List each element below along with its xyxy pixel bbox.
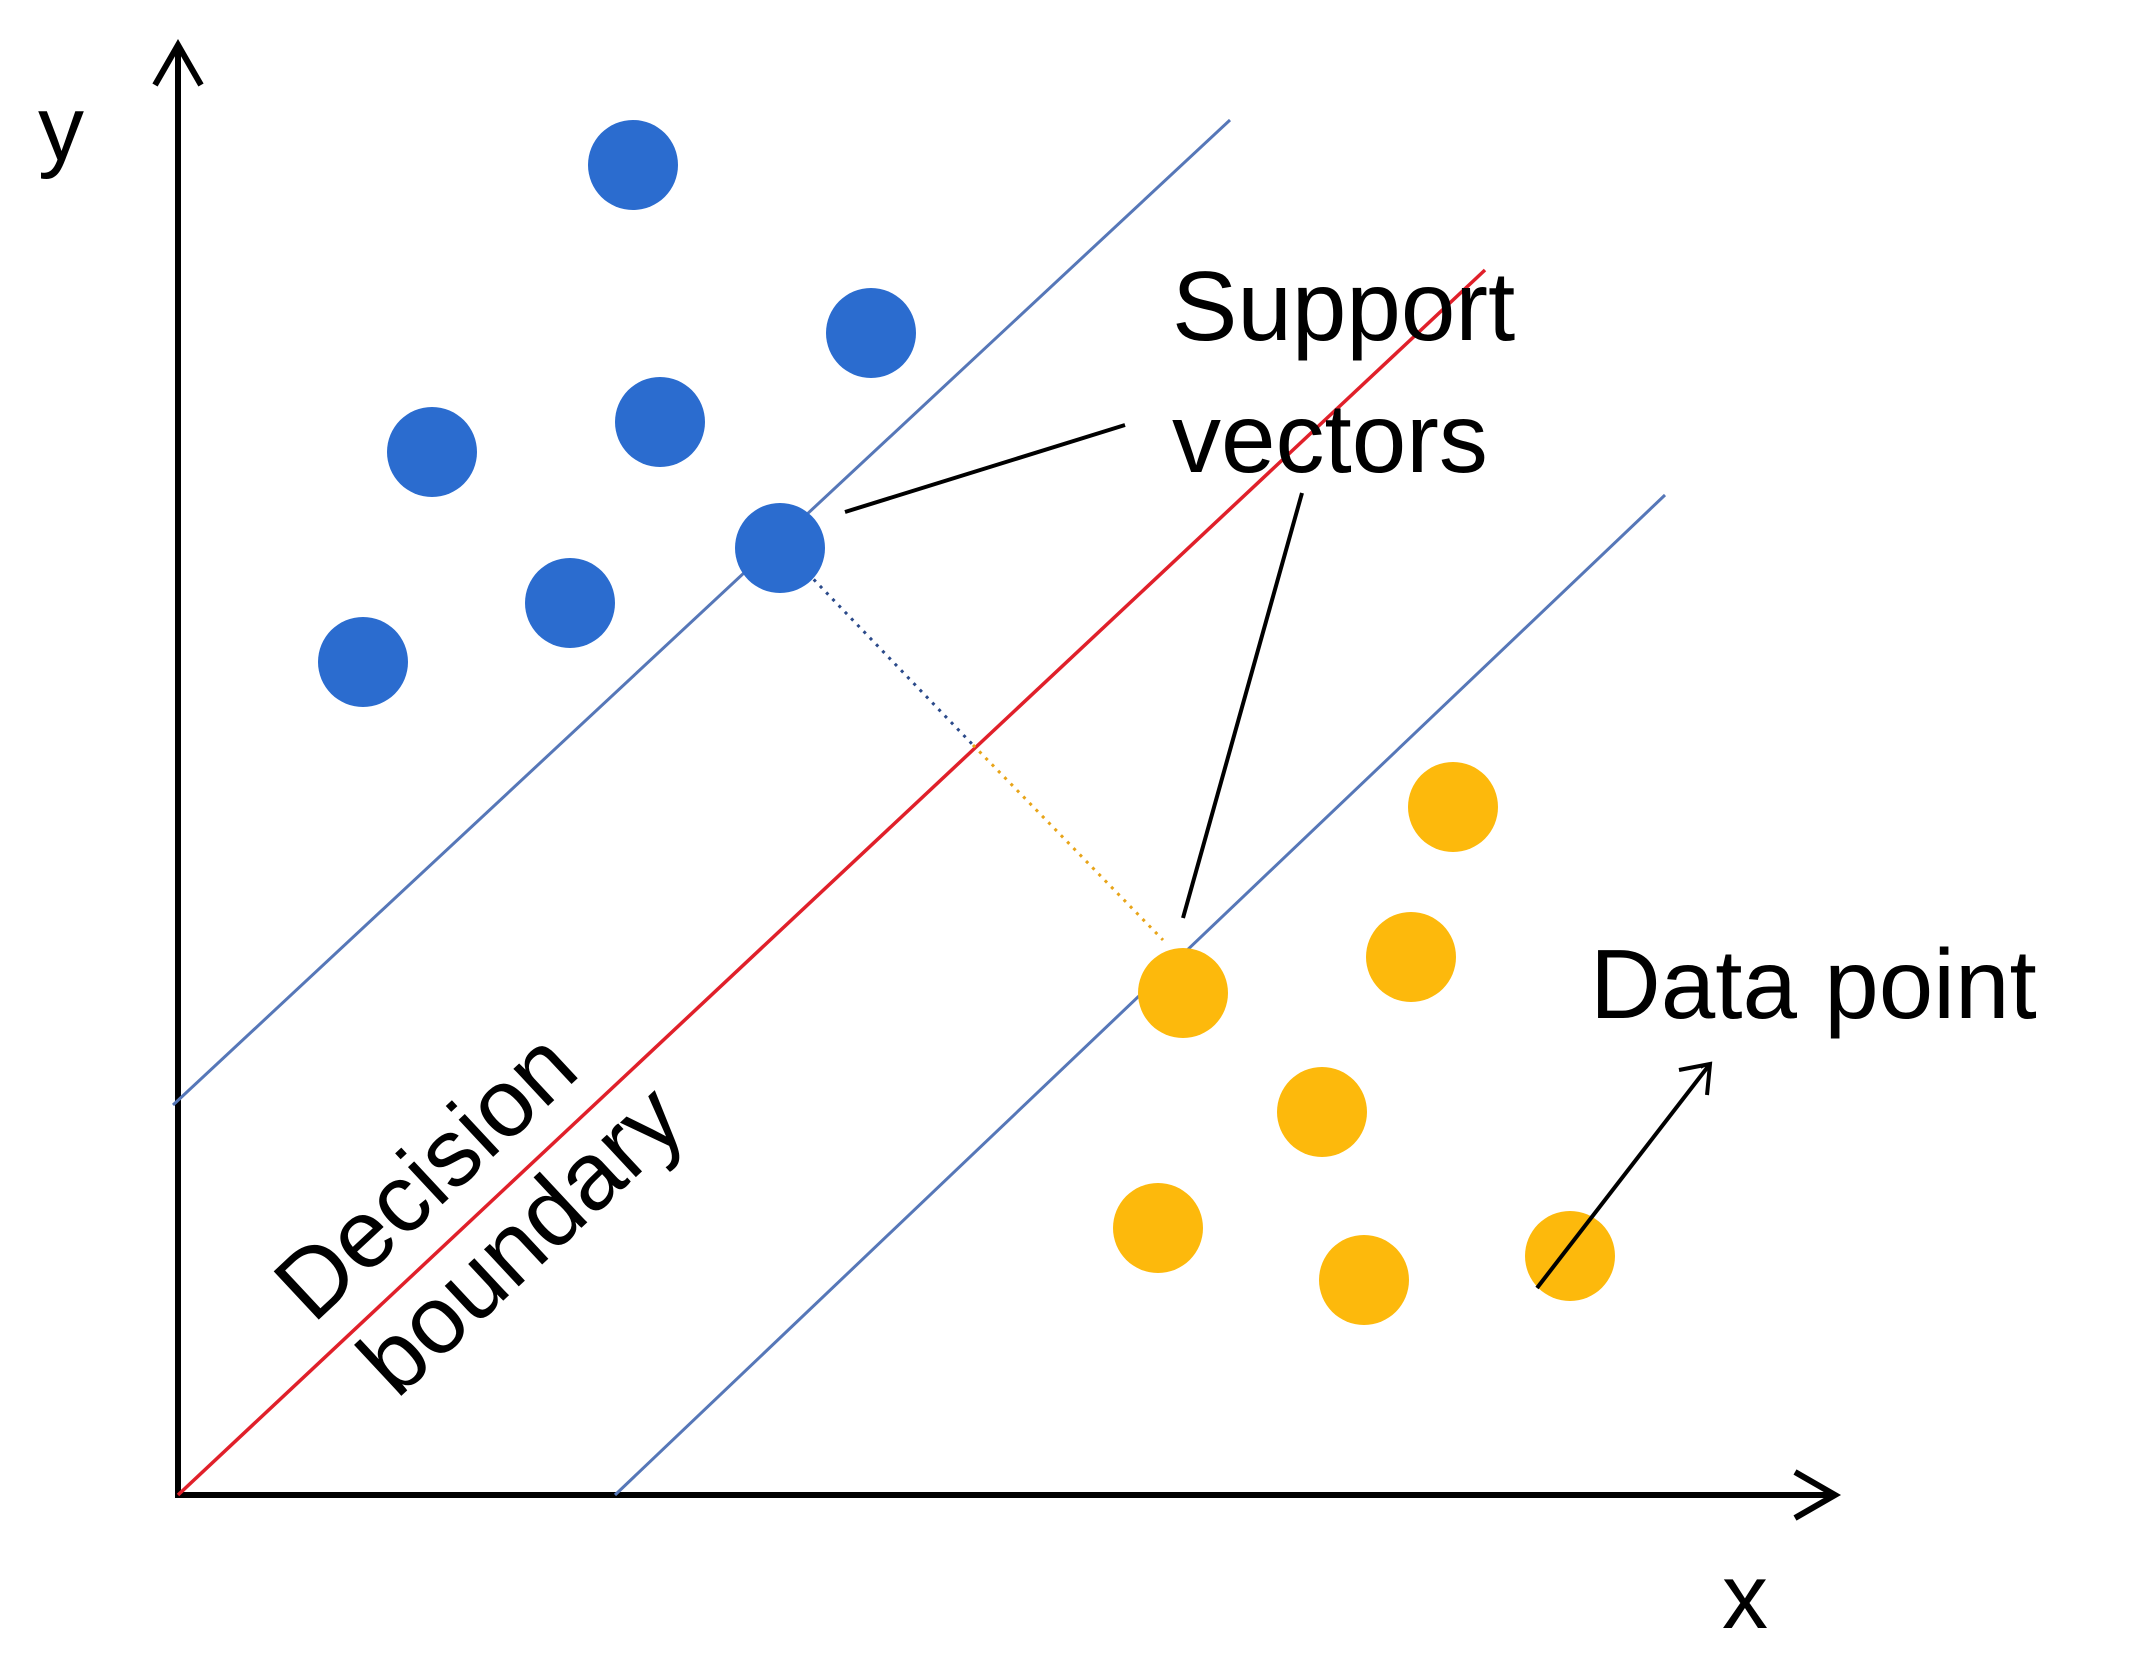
orange-data-point	[1319, 1235, 1409, 1325]
orange-data-point	[1366, 912, 1456, 1002]
decision-boundary-line	[176, 268, 1487, 1497]
margin-distance-blue-part	[793, 558, 975, 747]
y-axis-label: y	[38, 78, 84, 180]
blue-data-point	[387, 407, 477, 497]
blue-support-vector	[735, 503, 825, 593]
decision-boundary-label: Decision boundary	[254, 1011, 703, 1415]
blue-data-point	[615, 377, 705, 467]
blue-points	[318, 120, 916, 707]
x-axis-label: x	[1722, 1546, 1768, 1648]
orange-points	[1113, 762, 1615, 1325]
margin-distance-orange-part	[971, 743, 1165, 942]
blue-data-point	[318, 617, 408, 707]
blue-data-point	[826, 288, 916, 378]
upper-margin-line	[171, 118, 1232, 1107]
data-point-label: Data point	[1590, 929, 2037, 1039]
data-point-pointer-arrow	[1535, 1064, 1710, 1290]
y-axis-arrowhead	[152, 38, 204, 87]
blue-data-point	[588, 120, 678, 210]
support-vector-pointer-blue	[844, 423, 1126, 514]
orange-data-point	[1277, 1067, 1367, 1157]
support-vectors-label-line1: Support	[1172, 251, 1515, 361]
orange-data-point	[1525, 1211, 1615, 1301]
support-vectors-label-line2: vectors	[1172, 383, 1488, 493]
support-vector-pointer-orange	[1181, 492, 1304, 919]
orange-data-point	[1408, 762, 1498, 852]
data-point-arrowhead	[1678, 1061, 1713, 1096]
pointer-lines	[844, 423, 1713, 1290]
orange-support-vector	[1138, 948, 1228, 1038]
axes: y x	[38, 38, 1842, 1648]
x-axis-arrowhead	[1793, 1469, 1842, 1521]
blue-data-point	[525, 558, 615, 648]
annotations: Support vectors Data point Decision boun…	[254, 251, 2037, 1415]
orange-data-point	[1113, 1183, 1203, 1273]
